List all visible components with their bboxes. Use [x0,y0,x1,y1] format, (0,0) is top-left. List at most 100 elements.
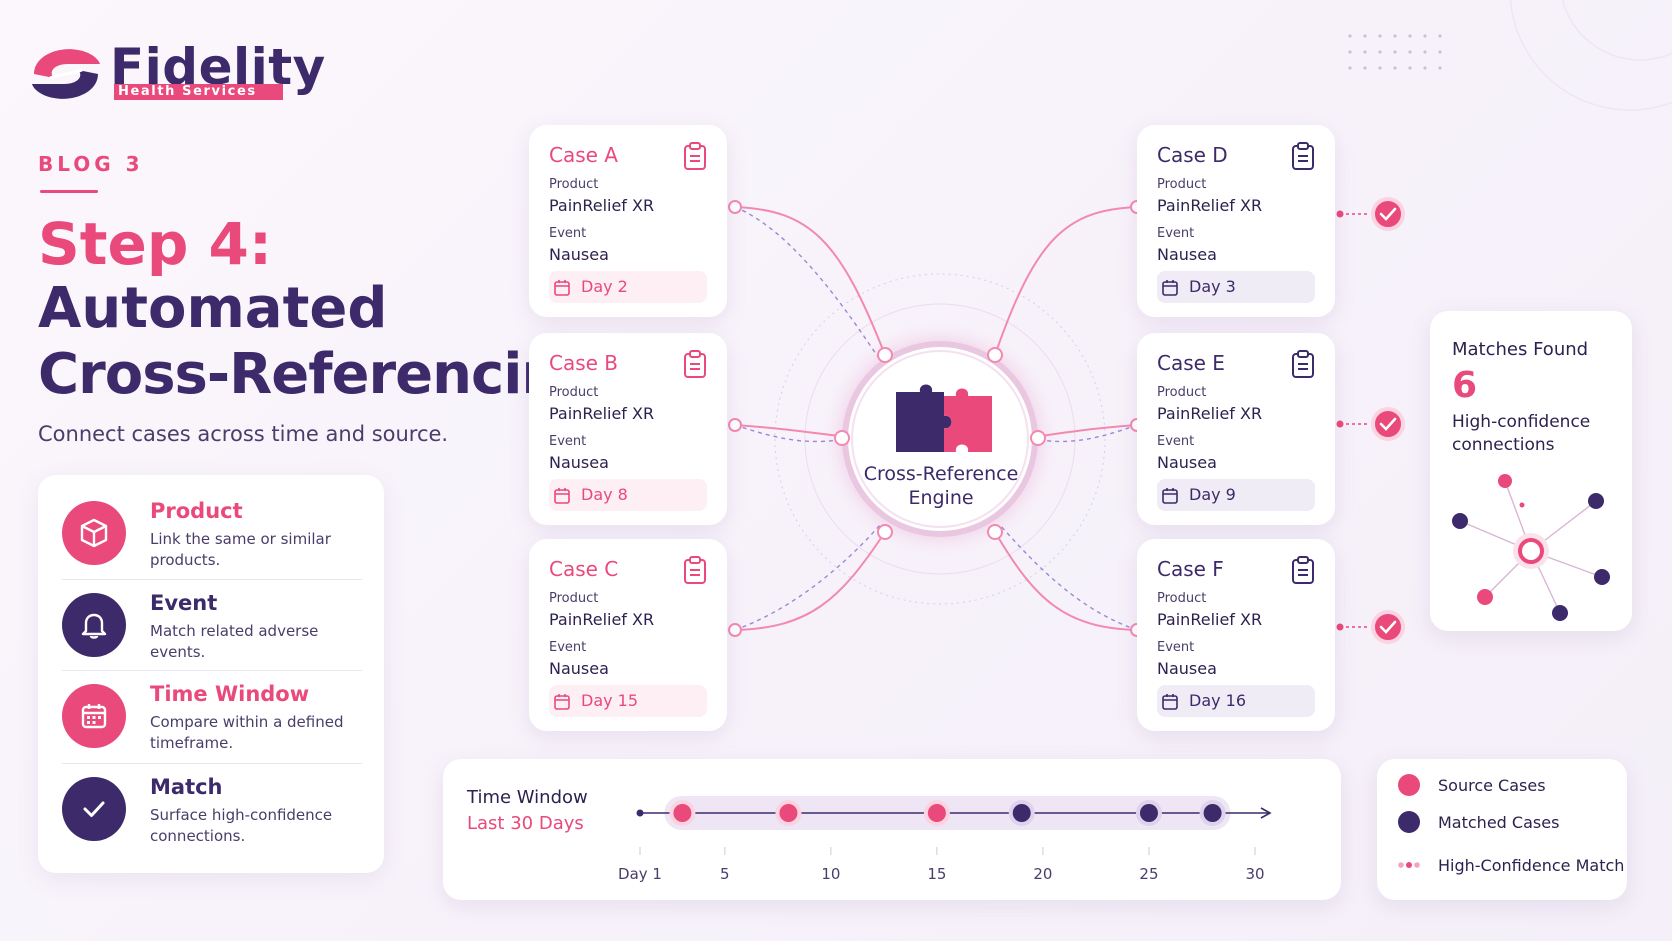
legend-source-dot [1398,774,1420,796]
timeline-tick-label: 25 [1139,865,1159,883]
case-title: Case C [549,557,619,581]
case-title: Case D [1157,143,1228,167]
legend-source-label: Source Cases [1438,776,1546,795]
case-card-d[interactable]: Case D Product PainRelief XR Event Nause… [1137,125,1335,317]
product-value: PainRelief XR [1157,610,1263,629]
match-check-icon [1336,197,1405,231]
calendar-icon [62,684,126,748]
event-value: Nausea [549,245,609,264]
match-check-icon [1336,407,1405,441]
timeline-tick-label: 10 [821,865,841,883]
product-value: PainRelief XR [1157,196,1263,215]
case-day-badge: Day 3 [1157,271,1315,303]
engine-label-line2: Engine [908,487,974,509]
product-label: Product [549,591,599,606]
legend-matched-dot [1398,811,1420,833]
logo-mark-icon [32,49,100,99]
clipboard-icon [1292,142,1314,170]
timeline-tick-label: 30 [1245,865,1265,883]
feature-card: Product Link the same or similar product… [38,475,384,873]
product-label: Product [549,385,599,400]
divider [62,763,362,764]
event-label: Event [1157,226,1195,241]
case-day-badge: Day 8 [549,479,707,511]
case-day-badge: Day 9 [1157,479,1315,511]
feature-title: Time Window [150,682,310,706]
match-check-icon [1336,610,1405,644]
matched-case-dot [1203,804,1222,822]
feature-title: Match [150,775,223,799]
page-subtitle: Connect cases across time and source. [38,422,449,446]
case-day: Day 9 [1189,485,1236,504]
calendar-icon [554,280,570,296]
calendar-icon [554,488,570,504]
network-graph-icon [1452,474,1610,621]
timeline-tick-label: 15 [927,865,947,883]
calendar-icon [554,694,570,710]
legend-card: Source Cases Matched Cases High-Confiden… [1377,759,1627,900]
source-case-dot [673,804,692,822]
check-icon [62,777,126,841]
puzzle-icon [896,384,992,452]
product-value: PainRelief XR [1157,404,1263,423]
feature-title: Event [150,591,218,615]
feature-desc: Match related adverse events. [150,622,319,661]
case-title: Case E [1157,351,1225,375]
product-value: PainRelief XR [549,196,655,215]
feature-desc: Link the same or similar products. [150,530,331,569]
feature-desc: Surface high-confidence connections. [150,806,333,845]
case-card-a[interactable]: Case A Product PainRelief XR Event Nause… [529,125,727,317]
blog-underline [40,190,98,193]
timeline-card: Time Window Last 30 Days Day 1 5 10 15 20 25 3… [443,759,1341,900]
clipboard-icon [684,142,706,170]
divider [62,670,362,671]
clipboard-icon [684,350,706,378]
blog-label: BLOG 3 [38,152,144,176]
timeline-tick-label: Day 1 [618,865,662,883]
calendar-icon [1162,694,1178,710]
event-value: Nausea [1157,245,1217,264]
case-card-e[interactable]: Case E Product PainRelief XR Event Nause… [1137,333,1335,525]
matches-card: Matches Found 6 High-confidence connecti… [1430,311,1632,631]
source-case-dot [927,804,946,822]
cube-icon [62,501,126,565]
product-value: PainRelief XR [549,610,655,629]
case-card-c[interactable]: Case C Product PainRelief XR Event Nause… [529,539,727,731]
event-value: Nausea [1157,453,1217,472]
matches-desc: High-confidence connections [1452,412,1591,455]
headline-line1: Automated [38,276,388,341]
matches-title: Matches Found [1452,339,1589,360]
case-day: Day 2 [581,277,628,296]
matched-case-dot [1139,804,1158,822]
timeline-tick-label: 20 [1033,865,1053,883]
feature-desc: Compare within a defined timeframe. [150,713,344,752]
timeline-arrow-icon [1260,807,1272,819]
product-label: Product [1157,177,1207,192]
case-day-badge: Day 2 [549,271,707,303]
timeline-title: Time Window [467,787,588,808]
case-card-f[interactable]: Case F Product PainRelief XR Event Nause… [1137,539,1335,731]
case-day-badge: Day 16 [1157,685,1315,717]
product-value: PainRelief XR [549,404,655,423]
case-day: Day 16 [1189,691,1247,710]
matches-count: 6 [1452,365,1478,406]
source-case-dot [779,804,798,822]
bell-icon [62,593,126,657]
case-title: Case F [1157,557,1224,581]
event-value: Nausea [549,453,609,472]
timeline-start-dot [636,809,644,817]
engine-label: Cross-Reference Engine [846,462,1036,510]
divider [62,579,362,580]
event-value: Nausea [1157,659,1217,678]
timeline-subtitle: Last 30 Days [467,813,584,834]
product-label: Product [1157,385,1207,400]
case-day: Day 8 [581,485,628,504]
brand-tagline: Health Services [114,84,283,100]
case-day-badge: Day 15 [549,685,707,717]
event-label: Event [549,640,587,655]
case-title: Case B [549,351,619,375]
case-card-b[interactable]: Case B Product PainRelief XR Event Nause… [529,333,727,525]
headline-step: Step 4: [38,210,273,278]
